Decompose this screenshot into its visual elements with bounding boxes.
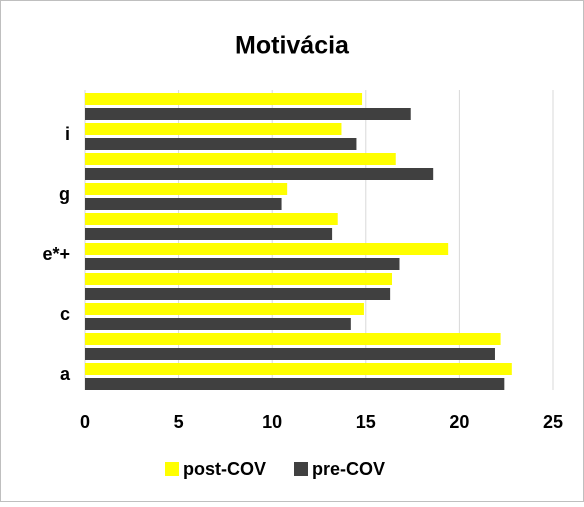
bar	[85, 93, 363, 105]
y-tick-label: c	[60, 304, 70, 324]
legend-swatch	[294, 462, 308, 476]
legend-label: post-COV	[183, 459, 266, 479]
bar	[85, 288, 391, 300]
bar	[85, 228, 333, 240]
x-tick-label: 10	[262, 412, 282, 432]
bar	[85, 273, 393, 285]
bar	[85, 348, 495, 360]
chart-title: Motivácia	[235, 32, 350, 60]
bar	[85, 363, 512, 375]
x-tick-label: 25	[543, 412, 563, 432]
bar	[85, 183, 288, 195]
bar	[85, 378, 505, 390]
bar	[85, 318, 351, 330]
y-tick-label: g	[59, 184, 70, 204]
bar	[85, 333, 501, 345]
bar	[85, 168, 434, 180]
x-tick-label: 5	[174, 412, 184, 432]
bar	[85, 213, 338, 225]
bar	[85, 258, 400, 270]
bar	[85, 303, 364, 315]
bar	[85, 198, 282, 210]
y-tick-label: i	[65, 124, 70, 144]
bar	[85, 108, 411, 120]
x-tick-label: 15	[356, 412, 376, 432]
legend-label: pre-COV	[312, 459, 385, 479]
bar	[85, 153, 396, 165]
y-tick-label: a	[60, 364, 71, 384]
bar	[85, 138, 357, 150]
y-tick-label: e*+	[42, 244, 70, 264]
bar	[85, 123, 342, 135]
x-tick-label: 0	[80, 412, 90, 432]
legend-swatch	[165, 462, 179, 476]
bar	[85, 243, 449, 255]
x-tick-label: 20	[449, 412, 469, 432]
